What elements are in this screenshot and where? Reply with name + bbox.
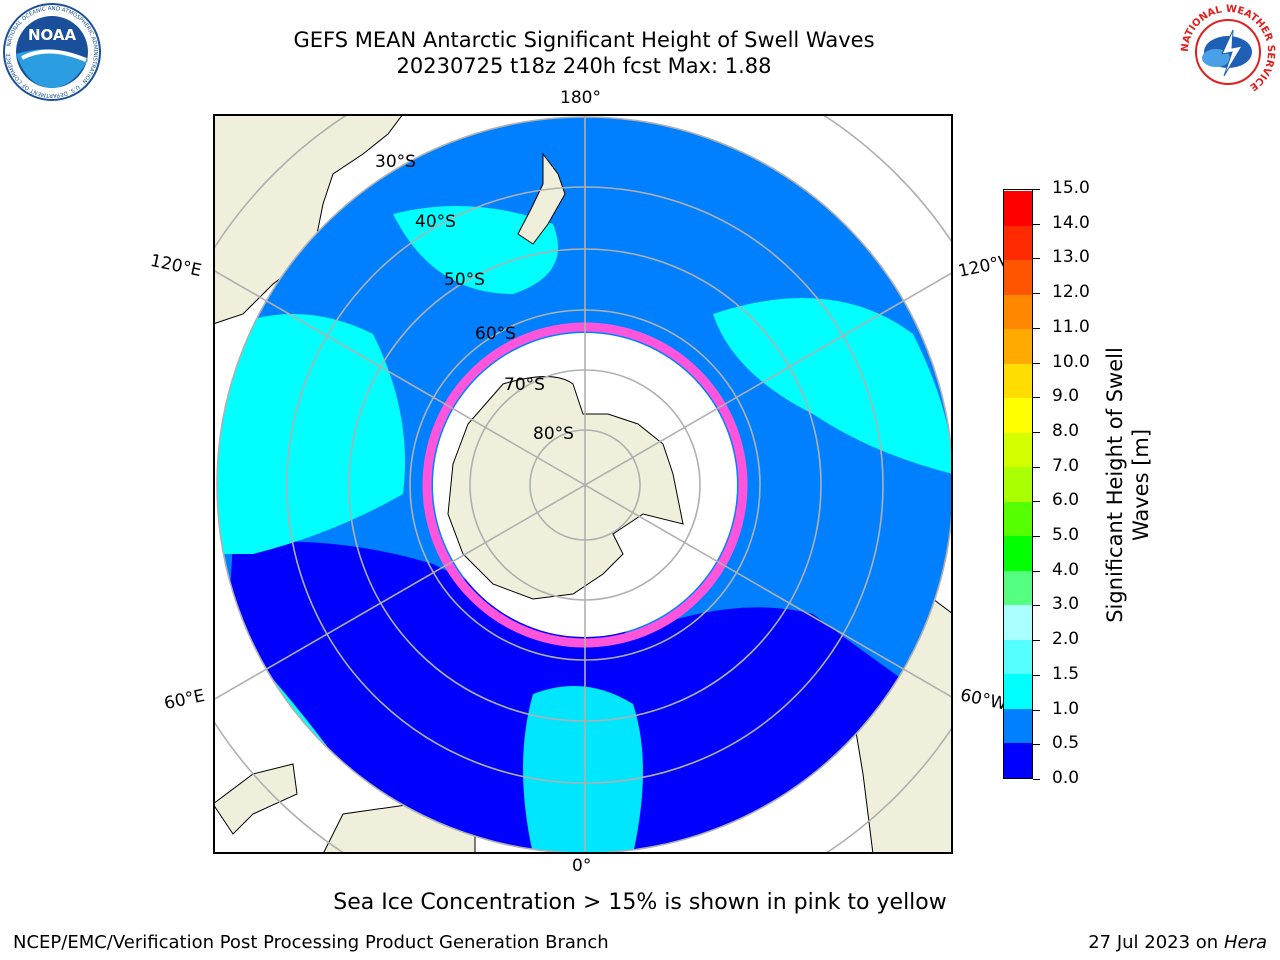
colorbar-tick-label: 0.5 — [1052, 733, 1080, 754]
colorbar-segment — [1004, 673, 1032, 709]
swell-region-cyan-west — [217, 314, 405, 554]
colorbar-tick-label: 6.0 — [1052, 490, 1080, 511]
land-new-zealand — [517, 152, 566, 245]
sea-ice-footnote: Sea Ice Concentration > 15% is shown in … — [333, 890, 947, 915]
colorbar-segment — [1004, 466, 1032, 502]
lon-label-60e: 60°E — [162, 685, 207, 715]
colorbar-tick — [1033, 744, 1040, 746]
colorbar-segment — [1004, 190, 1032, 226]
colorbar-segment — [1004, 259, 1032, 295]
colorbar-tick — [1033, 605, 1040, 607]
land-antarctica — [447, 376, 684, 600]
colorbar-tick — [1033, 501, 1040, 503]
land-australia — [215, 116, 403, 324]
credit-date: 27 Jul 2023 on Hera — [1088, 932, 1267, 953]
credit-branch: NCEP/EMC/Verification Post Processing Pr… — [13, 932, 609, 953]
colorbar-tick — [1033, 640, 1040, 642]
credit-host: Hera — [1223, 932, 1267, 953]
lat-label-40s: 40°S — [415, 212, 456, 232]
colorbar-tick — [1033, 293, 1040, 295]
colorbar-tick-label: 4.0 — [1052, 559, 1080, 580]
colorbar-tick — [1033, 570, 1040, 572]
colorbar-tick-label: 1.0 — [1052, 698, 1080, 719]
colorbar — [1003, 189, 1033, 779]
lon-label-0: 0° — [572, 856, 592, 876]
colorbar-segment — [1004, 397, 1032, 433]
nws-logo: NATIONAL WEATHER SERVICE — [1178, 2, 1278, 102]
polar-map-svg — [215, 116, 951, 852]
colorbar-tick-label: 1.5 — [1052, 663, 1080, 684]
credit-date-text: 27 Jul 2023 on — [1088, 932, 1219, 953]
colorbar-segment — [1004, 742, 1032, 778]
colorbar-tick-label: 8.0 — [1052, 420, 1080, 441]
swell-region-medium — [523, 686, 643, 852]
noaa-logo-text: NOAA — [28, 26, 77, 44]
colorbar-segment — [1004, 604, 1032, 640]
lat-label-50s: 50°S — [444, 270, 485, 290]
colorbar-tick-label: 0.0 — [1052, 768, 1080, 788]
colorbar-tick — [1033, 431, 1040, 433]
chart-subtitle: 20230725 t18z 240h fcst Max: 1.88 — [396, 54, 772, 78]
colorbar-segment — [1004, 501, 1032, 537]
lon-label-60w: 60°W — [958, 685, 1009, 715]
colorbar-tick-label: 9.0 — [1052, 386, 1080, 407]
noaa-logo: NOAA NATIONAL OCEANIC AND ATMOSPHERIC AD… — [2, 2, 102, 102]
lon-label-120e: 120°E — [148, 250, 204, 282]
colorbar-tick — [1033, 258, 1040, 260]
colorbar-segment — [1004, 708, 1032, 744]
colorbar-tick — [1033, 536, 1040, 538]
lat-label-30s: 30°S — [375, 152, 416, 172]
graticule — [215, 116, 951, 852]
colorbar-tick — [1033, 362, 1040, 364]
colorbar-tick — [1033, 709, 1040, 711]
colorbar-tick-label: 15.0 — [1052, 178, 1090, 198]
colorbar-tick-label: 10.0 — [1052, 351, 1090, 372]
colorbar-segment — [1004, 363, 1032, 399]
colorbar-title-line1: Significant Height of Swell — [1103, 347, 1127, 623]
colorbar-tick-label: 12.0 — [1052, 282, 1090, 303]
colorbar-title-line2: Waves [m] — [1129, 428, 1153, 542]
colorbar-tick-label: 14.0 — [1052, 212, 1090, 233]
colorbar-segment — [1004, 225, 1032, 261]
colorbar-segment — [1004, 639, 1032, 675]
colorbar-tick — [1033, 674, 1040, 676]
colorbar-tick-label: 11.0 — [1052, 316, 1090, 337]
colorbar-tick — [1033, 223, 1040, 225]
colorbar-tick-label: 2.0 — [1052, 629, 1080, 650]
colorbar-tick-label: 7.0 — [1052, 455, 1080, 476]
colorbar-tick — [1033, 327, 1040, 329]
colorbar-tick — [1033, 779, 1040, 780]
colorbar-segment — [1004, 294, 1032, 330]
colorbar-segment — [1004, 570, 1032, 606]
colorbar-segment — [1004, 535, 1032, 571]
chart-title: GEFS MEAN Antarctic Significant Height o… — [293, 28, 875, 52]
colorbar-segment — [1004, 432, 1032, 468]
colorbar-tick — [1033, 189, 1040, 190]
colorbar-tick-label: 5.0 — [1052, 525, 1080, 546]
lon-label-180: 180° — [560, 88, 601, 108]
colorbar-tick — [1033, 397, 1040, 399]
lat-label-60s: 60°S — [475, 324, 516, 344]
colorbar-tick — [1033, 466, 1040, 468]
colorbar-title: Significant Height of Swell Waves [m] — [1102, 347, 1154, 623]
lat-label-80s: 80°S — [533, 424, 574, 444]
colorbar-segment — [1004, 328, 1032, 364]
colorbar-tick-label: 13.0 — [1052, 247, 1090, 268]
lat-label-70s: 70°S — [504, 375, 545, 395]
colorbar-tick-label: 3.0 — [1052, 594, 1080, 615]
polar-map — [213, 114, 953, 854]
